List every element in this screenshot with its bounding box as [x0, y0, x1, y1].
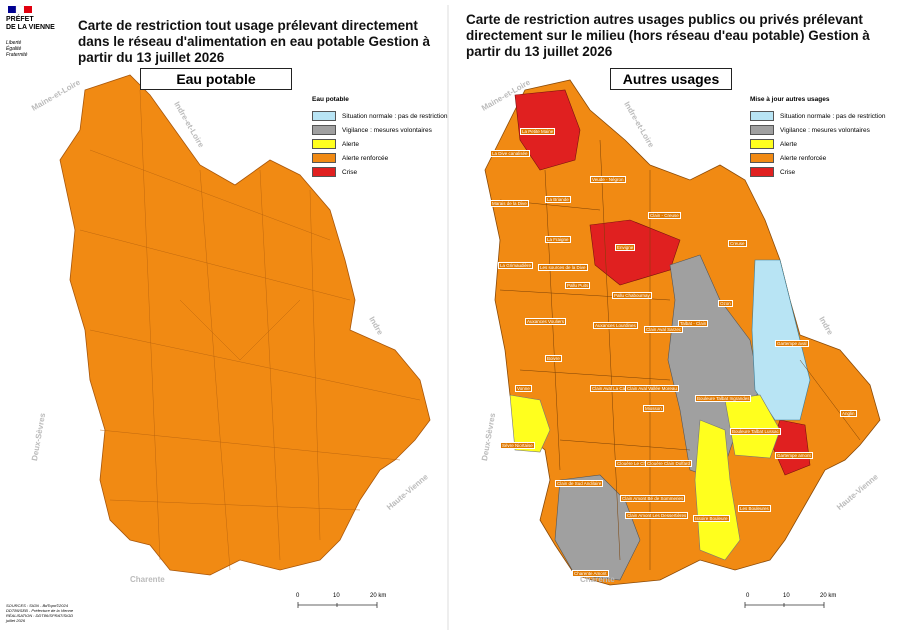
- scale-label: 0: [746, 593, 750, 599]
- legend-label: Situation normale : pas de restriction: [342, 112, 448, 120]
- zone-label: La Briande: [545, 196, 571, 203]
- zone-label: Ozon: [718, 300, 733, 307]
- zone-label: Anglin: [840, 410, 857, 417]
- zone-label: La Petite Maine: [520, 128, 556, 135]
- zone-label: Issoire Bouleure: [693, 515, 730, 522]
- legend-swatch: [312, 139, 336, 149]
- zone-label: Pallu Chabournay: [612, 292, 652, 299]
- zone-label: Clain Amont Bé de Sommeries: [620, 495, 686, 502]
- zone-label: Auxances Vouliers: [525, 318, 567, 325]
- zone-label: Sèvre Niortaise: [500, 442, 535, 449]
- legend-item: Alerte: [312, 137, 448, 151]
- zone-label: Les sources de la Dive: [538, 264, 588, 271]
- zone-label: Gartempe amont: [775, 452, 813, 459]
- legend-item: Alerte: [750, 137, 886, 151]
- left-box-label: Eau potable: [140, 68, 292, 90]
- zone-label: Clain Amont Les Dessertières: [625, 512, 689, 519]
- zone-label: Vonne: [515, 385, 532, 392]
- logo-name: PRÉFET DE LA VIENNE: [6, 16, 55, 31]
- zone-label: La Grimaudière: [498, 262, 534, 269]
- zone-label: Les Bouleures: [738, 505, 771, 512]
- zone-label: Veude - Négron: [590, 176, 626, 183]
- scale-label: 10: [333, 593, 340, 599]
- legend-swatch: [312, 125, 336, 135]
- legend-label: Alerte: [780, 140, 797, 148]
- legend-item: Vigilance : mesures volontaires: [312, 123, 448, 137]
- flag-blue: [8, 6, 16, 13]
- zone-label: Talbat - Clain: [678, 320, 709, 327]
- zone-alerte: [694, 419, 741, 561]
- scale-label: 10: [783, 593, 790, 599]
- legend-item: Situation normale : pas de restriction: [312, 109, 448, 123]
- logo-motto: Liberté Égalité Fraternité: [6, 40, 28, 58]
- zone-label: La Dive canalisée: [490, 150, 530, 157]
- legend-title: Mise à jour autres usages: [750, 96, 830, 103]
- legend-item: Situation normale : pas de restriction: [750, 109, 886, 123]
- legend-item: Crise: [312, 165, 448, 179]
- right-box-label: Autres usages: [610, 68, 732, 90]
- zone-alerte: [724, 394, 781, 459]
- right-title: Carte de restriction autres usages publi…: [466, 12, 870, 59]
- legend-swatch: [750, 125, 774, 135]
- zone-label: Boivre: [545, 355, 562, 362]
- left-map: [59, 74, 431, 576]
- legend-title: Eau potable: [312, 96, 349, 103]
- zone-vigilance: [554, 474, 641, 581]
- legend-swatch: [312, 167, 336, 177]
- zone-label: La Fraigne: [545, 236, 571, 243]
- legend-label: Alerte renforcée: [780, 154, 827, 162]
- zone-label: Clouère Clain Dolfard: [645, 460, 693, 467]
- sources: SOURCES : SIGN - BdTopo©2024 DDT86/SEB -…: [6, 603, 74, 623]
- zone-label: Pallu Puits: [565, 282, 591, 289]
- legend-swatch: [750, 153, 774, 163]
- legend-swatch: [750, 139, 774, 149]
- right-legend: Mise à jour autres usages Situation norm…: [750, 96, 886, 179]
- zone-label: Clain de Sud Andilaire: [555, 480, 604, 487]
- legend-item: Alerte renforcée: [312, 151, 448, 165]
- legend-item: Crise: [750, 165, 886, 179]
- legend-label: Alerte renforcée: [342, 154, 389, 162]
- flag-white: [15, 5, 25, 14]
- zone-alerte: [509, 394, 551, 453]
- legend-item: Alerte renforcée: [750, 151, 886, 165]
- zone-label: Bouleure Talbat Ingrandes: [695, 395, 752, 402]
- legend-label: Crise: [780, 168, 796, 176]
- legend-swatch: [750, 167, 774, 177]
- zone-label: Auxances Lourdines: [593, 322, 638, 329]
- legend-item: Vigilance : mesures volontaires: [750, 123, 886, 137]
- scale-label: 20 km: [370, 593, 387, 599]
- zone-label: Envigne: [615, 244, 636, 251]
- zone-label: Gartempe aval: [775, 340, 809, 347]
- zone-label: Charente Amont: [572, 570, 609, 577]
- legend-label: Crise: [342, 168, 358, 176]
- legend-label: Alerte: [342, 140, 359, 148]
- zone-label: Bouleure Talbat Lussac: [730, 428, 781, 435]
- zone-crise: [589, 219, 681, 286]
- scale-bars: [297, 602, 825, 608]
- zone-label: Clain Aval Vallée Moreau: [625, 385, 679, 392]
- neighbor-label: Charente: [130, 575, 165, 584]
- zone-label: Clain - Creuse: [648, 212, 681, 219]
- left-legend: Eau potable Situation normale : pas de r…: [312, 96, 448, 179]
- legend-label: Situation normale : pas de restriction: [780, 112, 886, 120]
- legend-swatch: [312, 153, 336, 163]
- flag-red: [24, 6, 32, 13]
- zone-label: Clain Aval Sarzec: [644, 326, 684, 333]
- zone-label: Marais de la Dive: [490, 200, 529, 207]
- legend-label: Vigilance : mesures volontaires: [342, 126, 432, 134]
- scale-label: 20 km: [820, 593, 837, 599]
- left-title: Carte de restriction tout usage prélevan…: [78, 18, 431, 65]
- zone-label: Miosson: [643, 405, 664, 412]
- legend-swatch: [750, 111, 774, 121]
- scale-label: 0: [296, 593, 300, 599]
- legend-label: Vigilance : mesures volontaires: [780, 126, 870, 134]
- left-communes: [79, 89, 421, 571]
- zone-label: Creuse: [728, 240, 747, 247]
- neighbor-label: Charente: [580, 575, 615, 584]
- legend-swatch: [312, 111, 336, 121]
